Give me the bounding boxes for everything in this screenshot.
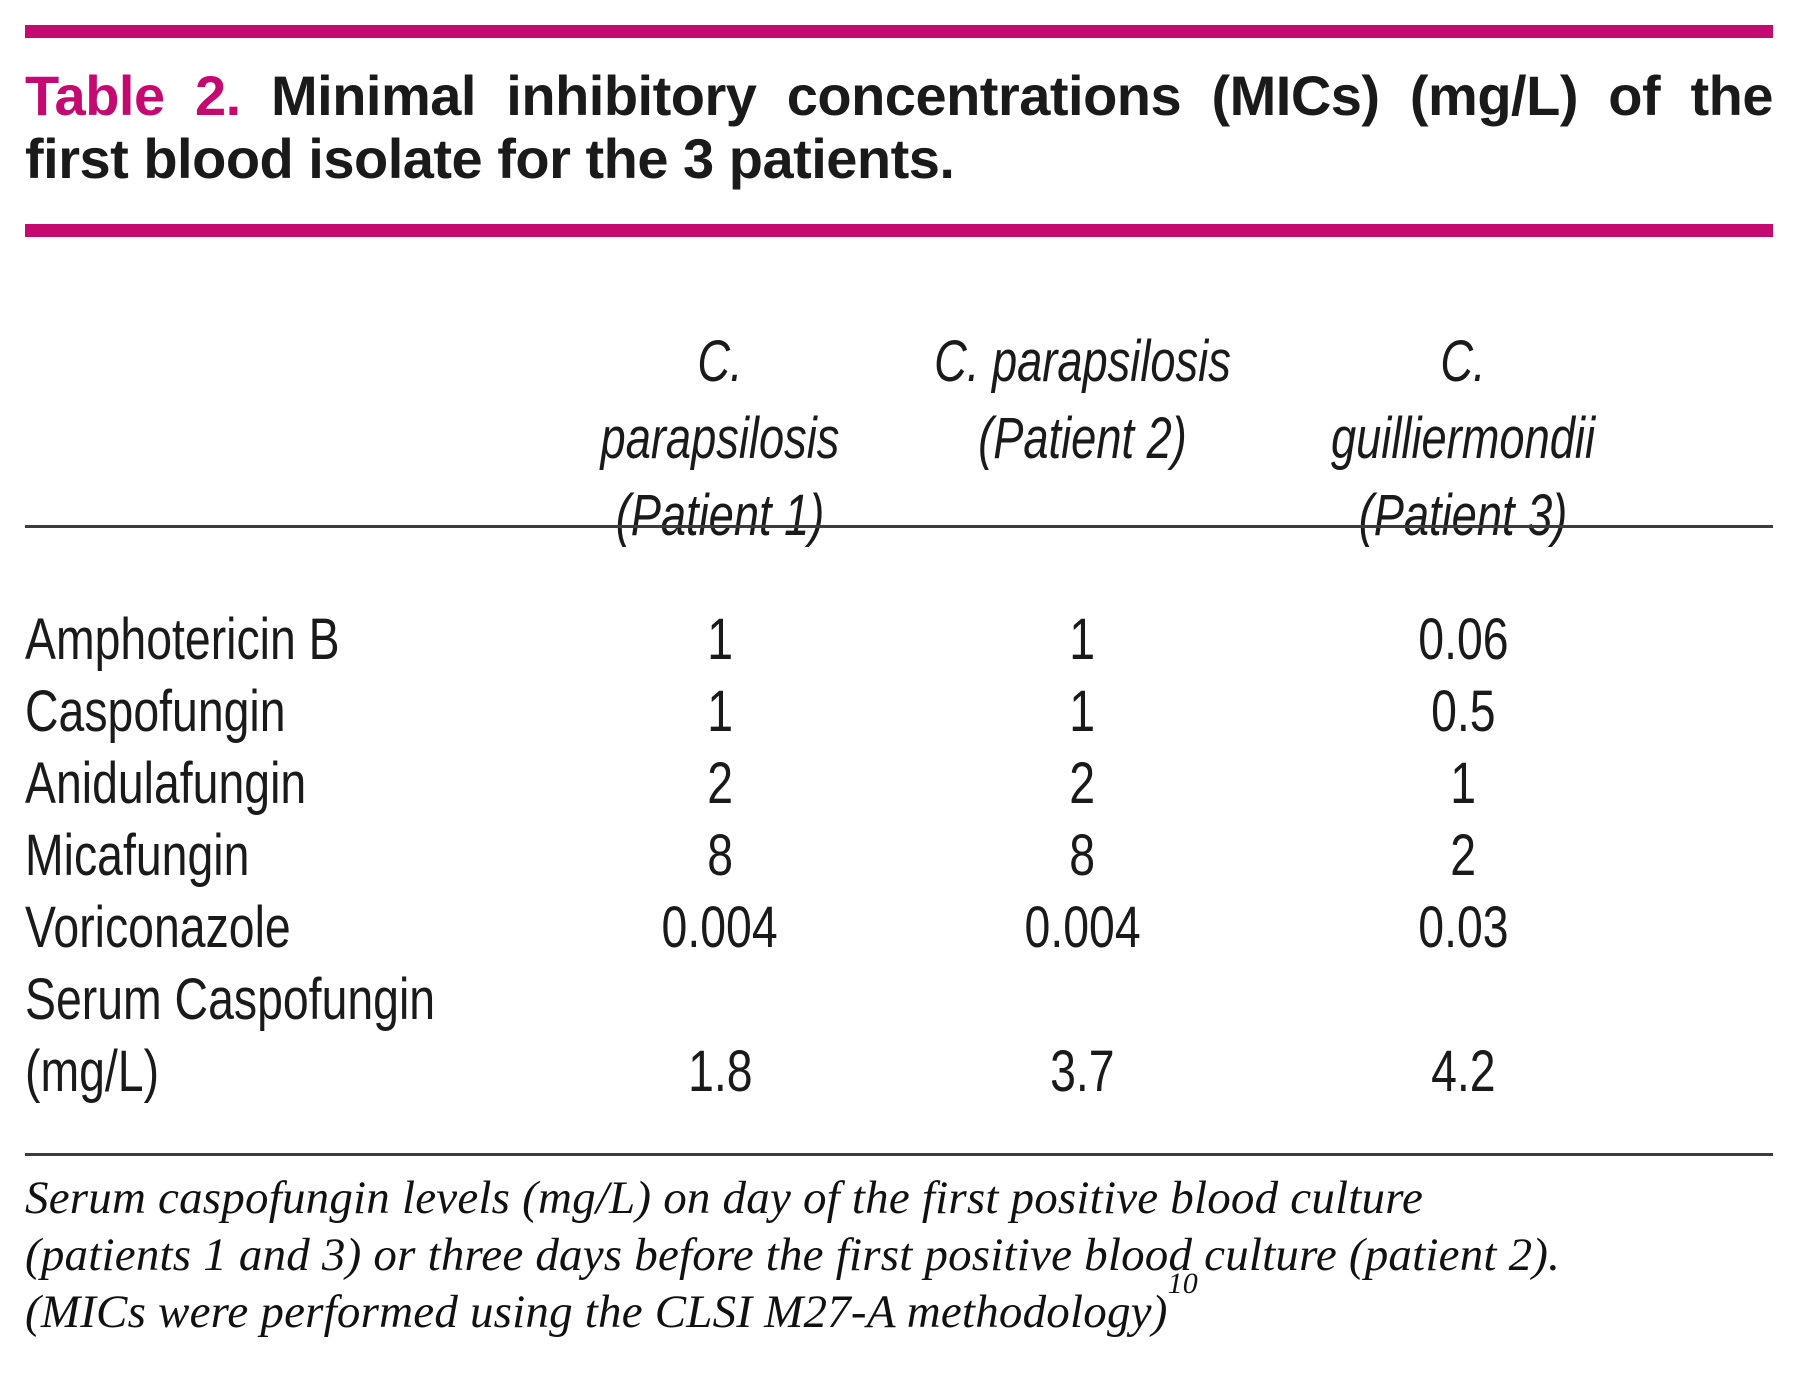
mic-value: 0.5 (1430, 679, 1496, 744)
caption-line-1: Table 2. Minimal inhibitory concentratio… (25, 64, 1774, 127)
column-header-patient-3: C. guilliermondii (Patient 3) (1285, 323, 1641, 554)
mic-value: 1 (707, 607, 733, 672)
table-row: Amphotericin B 1 1 0.06 (25, 604, 1773, 676)
column-header-row: C. parapsilosis (Patient 1) C. parapsilo… (25, 323, 1773, 554)
drug-name: Voriconazole (25, 895, 291, 960)
mic-value: 1 (707, 679, 733, 744)
drug-name: Micafungin (25, 823, 250, 888)
row-filler (1641, 676, 1773, 748)
footnote-line-2: (patients 1 and 3) or three days before … (25, 1229, 1561, 1281)
footnote-line-1: Serum caspofungin levels (mg/L) on day o… (25, 1172, 1424, 1224)
mic-value: 2 (1450, 823, 1476, 888)
table-footnote: Serum caspofungin levels (mg/L) on day o… (25, 1170, 1785, 1341)
species-name: C. guilliermondii (1330, 329, 1596, 471)
species-name: C. parapsilosis (600, 329, 840, 471)
footnote-method-text: (MICs were performed using the CLSI M27-… (25, 1286, 1168, 1338)
mic-value: 2 (1069, 751, 1096, 816)
caption-text: Minimal inhibitory concentrations (MICs)… (271, 64, 1774, 127)
row-filler (1641, 748, 1773, 820)
mic-value: 0.03 (1417, 895, 1509, 960)
drug-name: Amphotericin B (25, 607, 340, 672)
top-accent-rule (25, 25, 1773, 38)
header-separator-rule (25, 525, 1773, 528)
row-filler (1641, 892, 1773, 964)
table-row: Voriconazole 0.004 0.004 0.03 (25, 892, 1773, 964)
table-row: Micafungin 8 8 2 (25, 820, 1773, 892)
header-spacer (25, 323, 560, 554)
patient-label: (Patient 3) (1358, 483, 1568, 548)
row-filler (1641, 604, 1773, 676)
column-header-patient-1: C. parapsilosis (Patient 1) (560, 323, 880, 554)
row-filler (1641, 820, 1773, 892)
serum-label-line-2: (mg/L) (25, 1039, 160, 1104)
serum-value: 4.2 (1430, 1039, 1496, 1104)
serum-label-line-1: Serum Caspofungin (25, 967, 436, 1032)
serum-value: 3.7 (1050, 1039, 1115, 1104)
mic-value: 2 (707, 751, 733, 816)
mic-value: 8 (707, 823, 733, 888)
patient-label: (Patient 2) (978, 406, 1187, 471)
species-name: C. parapsilosis (934, 329, 1231, 394)
mic-value: 1 (1450, 751, 1476, 816)
table-row: Anidulafungin 2 2 1 (25, 748, 1773, 820)
mic-value: 0.004 (1024, 895, 1141, 960)
mic-value: 0.06 (1417, 607, 1509, 672)
table-caption: Table 2. Minimal inhibitory concentratio… (25, 64, 1774, 190)
column-header-patient-2: C. parapsilosis (Patient 2) (880, 323, 1285, 554)
table-number-label: Table 2. (25, 64, 241, 127)
caption-bottom-accent-rule (25, 224, 1773, 237)
drug-name: Caspofungin (25, 679, 286, 744)
mic-value: 8 (1069, 823, 1096, 888)
table-row: Caspofungin 1 1 0.5 (25, 676, 1773, 748)
drug-name: Anidulafungin (25, 751, 307, 816)
table-body: Amphotericin B 1 1 0.06 Caspofungin 1 1 … (25, 604, 1773, 1108)
reference-number-superscript: 10 (1167, 1267, 1198, 1301)
caption-line-2: first blood isolate for the 3 patients. (25, 127, 955, 190)
serum-row-label: Serum Caspofungin (mg/L) (25, 964, 560, 1108)
footnote-separator-rule (25, 1153, 1773, 1156)
mic-value: 0.004 (661, 895, 779, 960)
table-row-serum-caspofungin: Serum Caspofungin (mg/L) 1.8 3.7 4.2 (25, 964, 1773, 1108)
mic-value: 1 (1069, 679, 1096, 744)
footnote-line-3: (MICs were performed using the CLSI M27-… (25, 1269, 1785, 1341)
header-filler (1641, 323, 1773, 554)
mic-value: 1 (1069, 607, 1096, 672)
patient-label: (Patient 1) (615, 483, 825, 548)
serum-value: 1.8 (687, 1039, 753, 1104)
